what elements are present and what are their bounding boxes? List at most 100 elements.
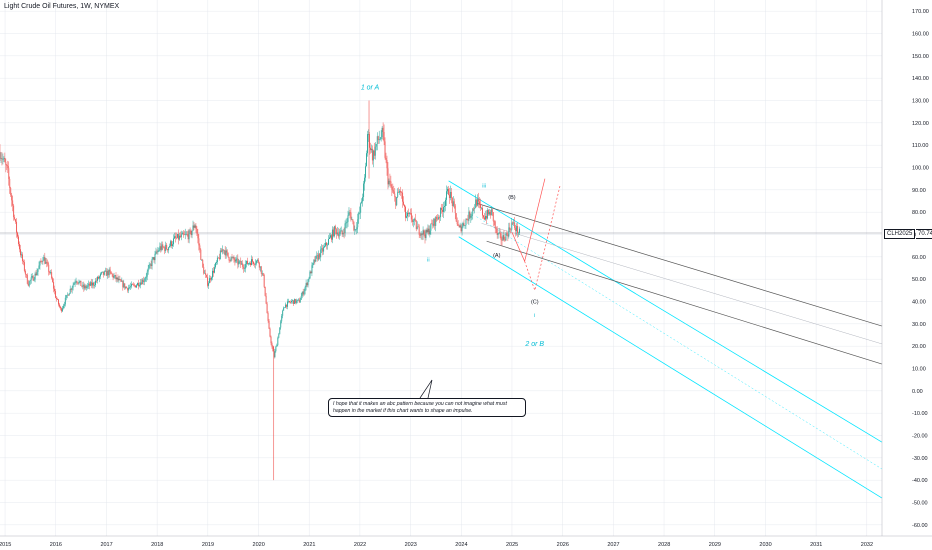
candle-body <box>289 301 290 303</box>
candle-body <box>326 242 328 246</box>
candle-body <box>54 288 56 292</box>
candle-body <box>259 266 261 268</box>
candle-body <box>437 218 439 220</box>
candle-body <box>107 270 109 276</box>
candle-body <box>239 260 241 262</box>
candle-body <box>210 278 212 280</box>
note-callout[interactable]: I hope that it makes an abc pattern beca… <box>328 398 526 417</box>
candle-body <box>359 212 361 214</box>
candle-body <box>396 196 398 206</box>
candle-body <box>229 260 231 262</box>
candle-body <box>9 178 11 188</box>
candle-body <box>327 244 328 246</box>
candle-body <box>275 346 277 352</box>
candle-body <box>331 229 333 240</box>
candle-body <box>216 257 218 263</box>
candle-body <box>499 232 501 234</box>
candle-body <box>367 134 368 154</box>
candle-body <box>381 127 383 137</box>
candle-body <box>62 305 64 309</box>
candle-body <box>96 280 97 282</box>
candle-body <box>247 260 249 265</box>
candle-body <box>137 282 139 287</box>
candle-body <box>48 264 50 272</box>
candle-body <box>407 212 408 217</box>
candle-body <box>153 257 155 261</box>
candle-body <box>368 134 369 135</box>
candle-body <box>186 234 188 235</box>
candle-body <box>441 207 443 210</box>
candle-body <box>487 209 489 215</box>
candle-body <box>102 271 104 275</box>
candle-body <box>20 254 22 256</box>
x-tick-label: 2018 <box>151 542 163 548</box>
candle-body <box>309 271 311 279</box>
candle-body <box>236 258 238 260</box>
candle-body <box>445 199 446 207</box>
candle-body <box>434 218 436 226</box>
candle-body <box>325 242 327 246</box>
y-tick-label: -60.00 <box>912 523 928 529</box>
candle-body <box>69 288 71 294</box>
candle-body <box>410 213 412 220</box>
candle-body <box>352 219 354 222</box>
candle-body <box>267 313 269 321</box>
candle-body <box>99 273 101 277</box>
candle-body <box>366 153 367 167</box>
y-tick-label: 130.00 <box>912 99 929 105</box>
candle-body <box>90 282 92 286</box>
candle-body <box>333 226 335 237</box>
candle-body <box>198 238 200 246</box>
candle-body <box>489 211 491 216</box>
candle-body <box>131 283 133 287</box>
candle-body <box>436 216 438 219</box>
candle-body <box>214 263 216 268</box>
candle-body <box>87 285 89 287</box>
candle-body <box>88 283 90 286</box>
candle-body <box>36 271 38 276</box>
candle-body <box>322 248 324 252</box>
candle-body <box>409 212 411 214</box>
candle-body <box>168 247 170 251</box>
candle-body <box>234 259 236 262</box>
candle-body <box>274 351 276 358</box>
candle-body <box>76 281 78 283</box>
candle-body <box>89 283 91 286</box>
channel-lower-line <box>458 236 883 499</box>
candle-body <box>276 345 278 347</box>
candle-body <box>138 285 140 287</box>
candle-body <box>380 136 382 140</box>
candle-body <box>351 219 353 221</box>
candle-body <box>182 232 184 235</box>
candles <box>0 100 521 481</box>
x-tick-label: 2032 <box>861 542 873 548</box>
candle-body <box>95 280 96 286</box>
candle-body <box>209 278 211 284</box>
candle-body <box>280 321 282 328</box>
candle-body <box>71 287 73 290</box>
candle-body <box>20 249 21 256</box>
x-tick-label: 2030 <box>759 542 771 548</box>
candle-body <box>245 264 247 269</box>
candle-body <box>201 259 203 261</box>
candle-body <box>414 218 416 221</box>
candle-body <box>133 284 134 286</box>
candle-body <box>476 199 478 206</box>
candle-body <box>32 276 34 281</box>
candle-body <box>284 307 286 309</box>
y-tick-label: 40.00 <box>912 300 926 306</box>
candle-body <box>391 186 393 190</box>
x-tick-label: 2023 <box>405 542 417 548</box>
candle-body <box>237 258 239 265</box>
candle-body <box>411 219 413 222</box>
candle-body <box>265 295 267 304</box>
candle-body <box>176 233 178 238</box>
candle-body <box>456 221 458 225</box>
wave-label-2-or-b: 2 or B <box>524 341 544 348</box>
candle-body <box>128 287 130 291</box>
candle-body <box>272 346 274 352</box>
candle-body <box>212 270 213 278</box>
wave-projection <box>511 178 561 292</box>
candle-body <box>430 223 432 231</box>
